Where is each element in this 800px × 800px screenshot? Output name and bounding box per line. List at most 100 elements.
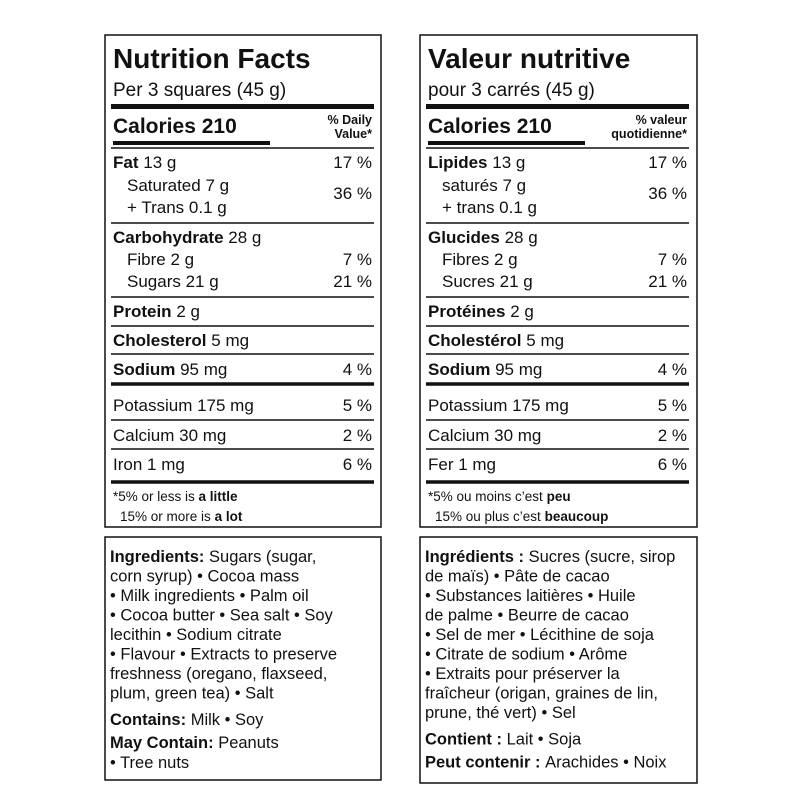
text-line: Calories 210 xyxy=(113,115,237,138)
nutrient: Sugars 21 g xyxy=(127,272,219,291)
ingredients-text: • Substances laitières • Huile xyxy=(425,587,636,605)
text-line: Per 3 squares (45 g) xyxy=(113,80,286,101)
panel-box xyxy=(419,34,698,528)
daily-value: 2 % xyxy=(343,426,372,445)
nutrient: Sucres 21 g xyxy=(442,272,533,291)
text-line: Nutrition Facts xyxy=(113,43,311,74)
text-line: freshness (oregano, flaxseed, xyxy=(110,665,327,683)
ingredients-box xyxy=(419,536,698,784)
text-line: • Flavour • Extracts to preserve xyxy=(110,646,337,664)
nutrient: Potassium 175 mg xyxy=(428,396,569,415)
text-line: lecithin • Sodium citrate xyxy=(110,626,282,644)
daily-value: 6 % xyxy=(658,455,687,474)
ingredients-text: • Sel de mer • Lécithine de soja xyxy=(425,626,655,644)
ingredients-text: prune, thé vert) • Sel xyxy=(425,704,576,722)
footnote: *5% ou moins c’est xyxy=(428,489,543,504)
daily-value: 4 % xyxy=(343,360,372,379)
nutrient: Cholestérol xyxy=(428,331,522,350)
text-line: May Contain: Peanuts xyxy=(110,734,279,752)
text-line: Sugars 21 g xyxy=(127,272,219,291)
serving: pour 3 carrés (45 g) xyxy=(428,80,595,101)
calories: Calories 210 xyxy=(113,115,237,138)
ingredients-text: Sugars (sugar, xyxy=(209,548,316,566)
nutrient: Sodium xyxy=(113,360,175,379)
nutrient: Lipides xyxy=(428,153,488,172)
text-line: + Trans 0.1 g xyxy=(127,198,227,217)
text-line: 6 % xyxy=(343,455,372,474)
text-line: Cholestérol 5 mg xyxy=(428,331,564,350)
ingredients-label: Ingrédients : xyxy=(425,548,524,566)
ingredients-text: • Extraits pour préserver la xyxy=(425,665,621,683)
may-contain-label: Peut contenir : xyxy=(425,754,541,772)
text-line: • Milk ingredients • Palm oil xyxy=(110,587,309,605)
nutrient: + Trans 0.1 g xyxy=(127,198,227,217)
text-line: plum, green tea) • Salt xyxy=(110,685,274,703)
text-line: Calories 210 xyxy=(428,115,552,138)
amount: 2 g xyxy=(510,302,534,321)
panel-box xyxy=(104,34,382,528)
thick-bar xyxy=(426,104,689,109)
text-line: • Cocoa butter • Sea salt • Soy xyxy=(110,607,334,625)
nutrient: Cholesterol xyxy=(113,331,207,350)
text-line: • Substances laitières • Huile xyxy=(425,587,636,605)
nutrient: + trans 0.1 g xyxy=(442,198,537,217)
nutrient: Fat xyxy=(113,153,139,172)
text-line: *5% ou moins c’est peu xyxy=(428,489,571,504)
text-line: 21 % xyxy=(648,272,687,291)
daily-value: 5 % xyxy=(343,396,372,415)
daily-value: 17 % xyxy=(648,153,687,172)
text-line: Value* xyxy=(334,127,372,141)
ingredients-text: • Citrate de sodium • Arôme xyxy=(425,646,627,664)
daily-value: 2 % xyxy=(658,426,687,445)
text-line: • Sel de mer • Lécithine de soja xyxy=(425,626,655,644)
text-line: Carbohydrate 28 g xyxy=(113,228,261,247)
footnote: 15% or more is xyxy=(120,509,211,524)
nutrient: Sodium xyxy=(428,360,490,379)
footnote: 15% ou plus c’est xyxy=(435,509,541,524)
nutrient: Protéines xyxy=(428,302,505,321)
nutrient: Iron 1 mg xyxy=(113,455,185,474)
text-line: de palme • Beurre de cacao xyxy=(425,607,629,625)
text-line: Saturated 7 g xyxy=(127,176,229,195)
amount: 5 mg xyxy=(211,331,249,350)
ingredients-text: de maïs) • Pâte de cacao xyxy=(425,568,610,586)
contains-label: Contains: xyxy=(110,711,186,729)
text-line: 36 % xyxy=(333,184,372,203)
title: Valeur nutritive xyxy=(428,43,630,74)
text-line: 5 % xyxy=(343,396,372,415)
ingredients-text: freshness (oregano, flaxseed, xyxy=(110,665,327,683)
ingredients-text: fraîcheur (origan, graines de lin, xyxy=(425,685,658,703)
calories: Calories 210 xyxy=(428,115,552,138)
text-line: Peut contenir : Arachides • Noix xyxy=(425,754,667,772)
text-line: fraîcheur (origan, graines de lin, xyxy=(425,685,658,703)
text-line: Glucides 28 g xyxy=(428,228,538,247)
text-line: Sodium 95 mg xyxy=(113,360,227,379)
title: Nutrition Facts xyxy=(113,43,311,74)
text-line: 5 % xyxy=(658,396,687,415)
text-line: 4 % xyxy=(343,360,372,379)
text-line: • Citrate de sodium • Arôme xyxy=(425,646,627,664)
nutrient: Calcium 30 mg xyxy=(113,426,226,445)
ingredients-text: • Milk ingredients • Palm oil xyxy=(110,587,309,605)
contains-text: Lait • Soja xyxy=(507,731,582,749)
text-line: 4 % xyxy=(658,360,687,379)
text-line: Sodium 95 mg xyxy=(428,360,542,379)
amount: 95 mg xyxy=(495,360,542,379)
may-contain-text: • Tree nuts xyxy=(110,754,189,772)
daily-value: 5 % xyxy=(658,396,687,415)
text-line: *5% or less is a little xyxy=(113,489,238,504)
ingredients-box xyxy=(104,536,382,781)
dv-header: % Daily xyxy=(328,113,373,127)
daily-value: 21 % xyxy=(648,272,687,291)
daily-value: 36 % xyxy=(333,184,372,203)
text-line: Fat 13 g xyxy=(113,153,176,172)
dv-header: % valeur xyxy=(636,113,688,127)
nutrient: Protein xyxy=(113,302,172,321)
nutrient: Glucides xyxy=(428,228,500,247)
ingredients-text: • Flavour • Extracts to preserve xyxy=(110,646,337,664)
text-line: 15% or more is a lot xyxy=(120,509,243,524)
ingredients-text: de palme • Beurre de cacao xyxy=(425,607,629,625)
text-line: 21 % xyxy=(333,272,372,291)
dv-header: Value* xyxy=(334,127,372,141)
